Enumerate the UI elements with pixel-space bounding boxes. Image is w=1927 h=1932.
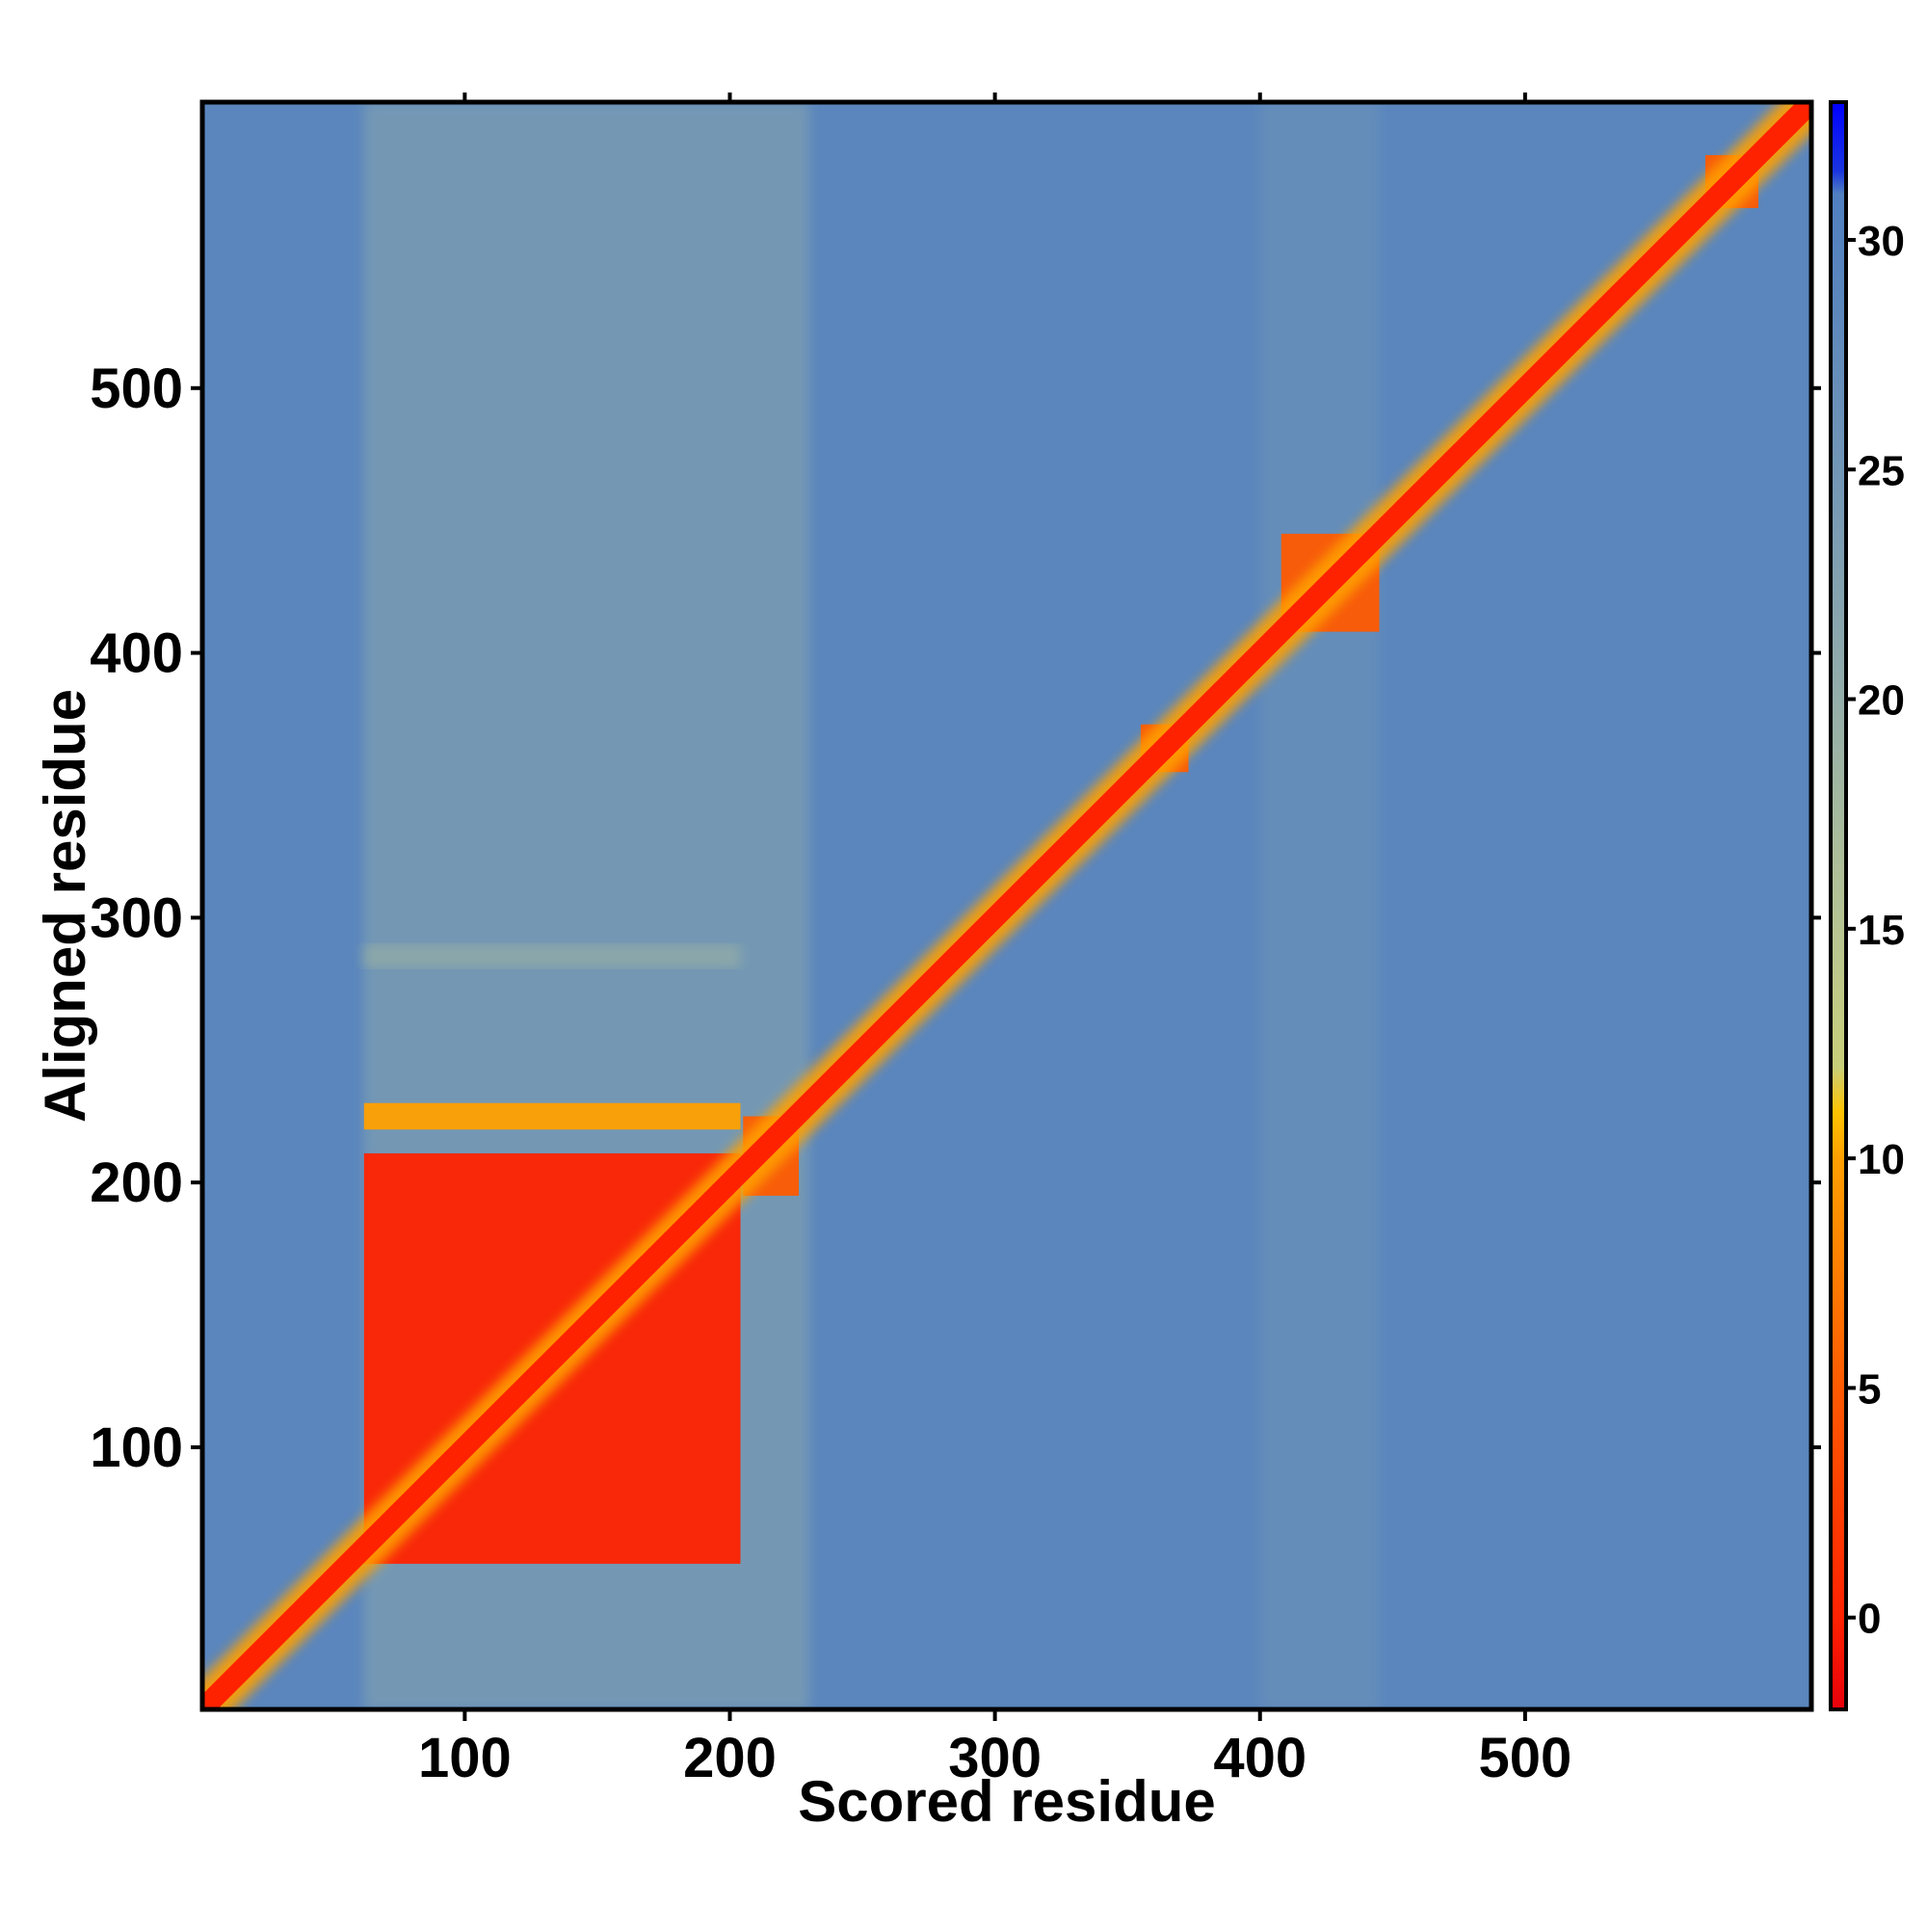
y-axis-title: Aligned residue <box>33 689 97 1123</box>
y-tick-label: 300 <box>90 887 183 949</box>
colorbar-gradient <box>1829 100 1848 1711</box>
heatmap-area <box>202 102 1811 1709</box>
colorbar-tick-label: 15 <box>1858 907 1905 954</box>
colorbar-tick-label: 25 <box>1858 447 1905 494</box>
y-tick-label: 400 <box>90 622 183 685</box>
y-tick-label: 200 <box>90 1151 183 1214</box>
diagonal-line <box>202 102 1811 1709</box>
colorbar-tick-label: 0 <box>1858 1596 1881 1643</box>
colorbar-ticks: 0 5 10 15 20 25 30 <box>1846 218 1905 1643</box>
colorbar-tick-label: 10 <box>1858 1136 1905 1183</box>
colorbar: 0 5 10 15 20 25 30 <box>1829 100 1905 1711</box>
y-tick-label: 500 <box>90 357 183 420</box>
x-tick-label: 300 <box>948 1727 1042 1789</box>
y-axis-ticks: 100 200 300 400 500 <box>90 357 1821 1479</box>
x-axis-ticks: 100 200 300 400 500 <box>418 93 1571 1789</box>
y-tick-label: 100 <box>90 1416 183 1479</box>
heatmap-features <box>202 102 1811 1709</box>
heatmap-block <box>363 1102 741 1130</box>
heatmap-band <box>1259 102 1380 1709</box>
x-tick-label: 200 <box>683 1727 777 1789</box>
x-tick-label: 100 <box>418 1727 512 1789</box>
x-axis-title: Scored residue <box>798 1769 1216 1834</box>
colorbar-tick-label: 5 <box>1858 1365 1881 1413</box>
plot-frame <box>199 99 1814 1712</box>
x-tick-label: 500 <box>1478 1727 1571 1789</box>
colorbar-tick-label: 20 <box>1858 677 1905 725</box>
x-tick-label: 400 <box>1213 1727 1307 1789</box>
colorbar-tick-label: 30 <box>1858 218 1905 265</box>
